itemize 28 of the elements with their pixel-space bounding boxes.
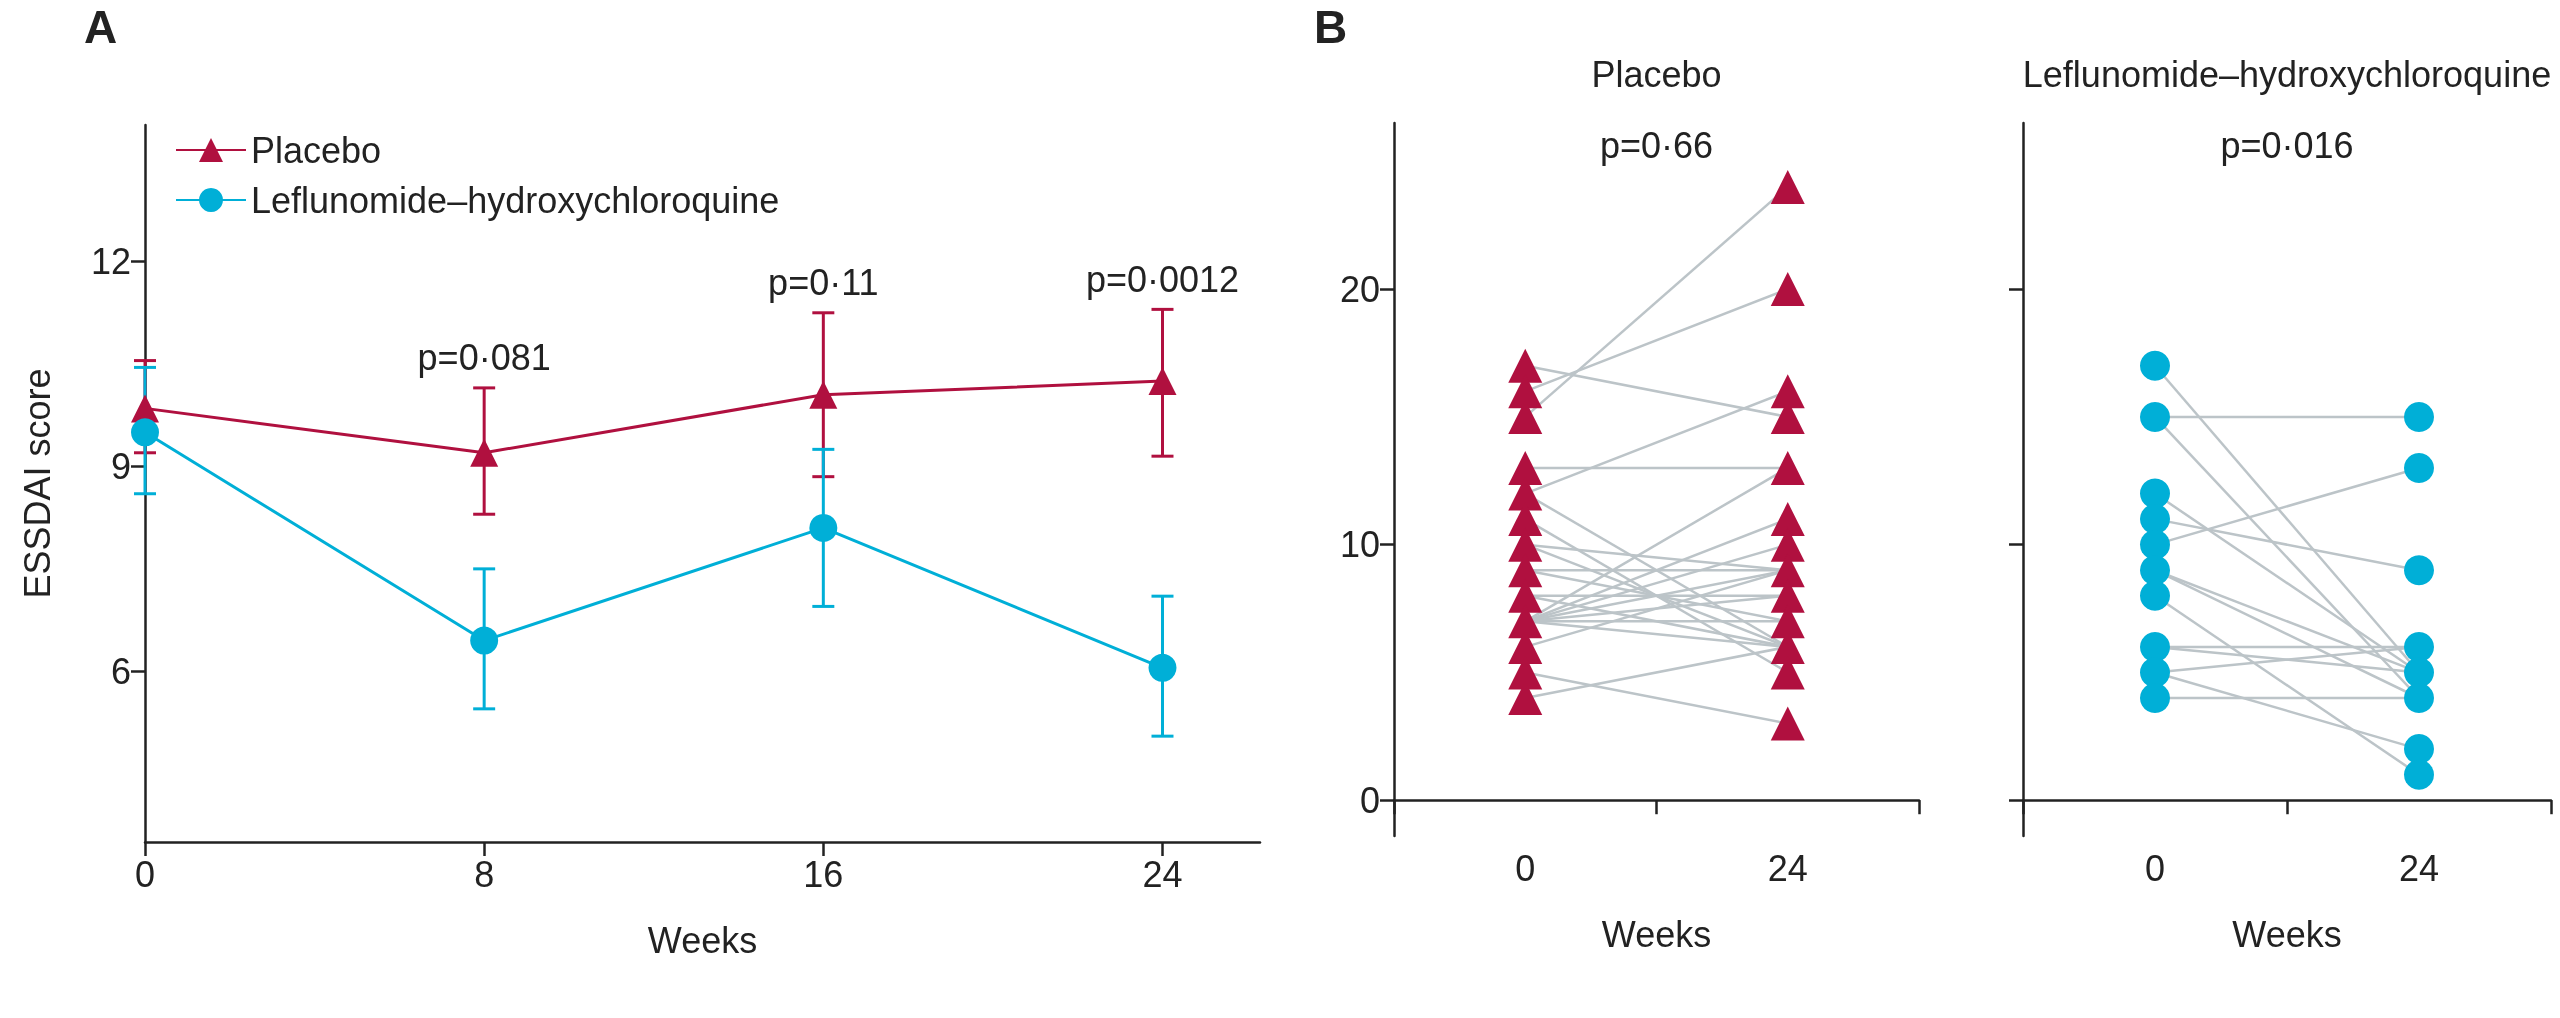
x-tick-label: 24 bbox=[2398, 847, 2440, 889]
x-axis-title: Weeks bbox=[2232, 913, 2342, 955]
annotation: p=0·0012 bbox=[1085, 258, 1240, 300]
x-tick-label: 0 bbox=[1515, 847, 1536, 889]
x-axis-title: Weeks bbox=[1601, 913, 1712, 955]
annotation: p=0·11 bbox=[768, 262, 879, 304]
y-axis-title: ESSDAI score bbox=[16, 368, 58, 599]
y-tick-label: 10 bbox=[1339, 524, 1380, 566]
y-tick-label: 12 bbox=[90, 241, 131, 283]
y-tick-label: 20 bbox=[1339, 268, 1380, 310]
y-tick-label: 9 bbox=[110, 445, 131, 487]
x-tick-label: 24 bbox=[1142, 853, 1183, 895]
chart-title: B bbox=[1314, 1, 1348, 53]
chart-title: A bbox=[84, 1, 118, 53]
x-axis-title: Weeks bbox=[647, 919, 758, 961]
chart-subtitle: Placebo bbox=[1591, 53, 1722, 95]
annotation: p=0·081 bbox=[417, 337, 551, 379]
y-tick-label: 0 bbox=[1359, 779, 1380, 821]
annotation: p=0·66 bbox=[1599, 124, 1714, 166]
x-tick-label: 8 bbox=[474, 853, 495, 895]
chart-subtitle: Leflunomide–hydroxychloroquine bbox=[2022, 53, 2552, 95]
legend-label: Placebo bbox=[251, 129, 382, 171]
x-tick-label: 24 bbox=[1767, 847, 1808, 889]
annotation: p=0·016 bbox=[2220, 124, 2354, 166]
x-tick-label: 16 bbox=[803, 853, 844, 895]
legend-label: Leflunomide–hydroxychloroquine bbox=[251, 179, 780, 221]
y-tick-label: 6 bbox=[110, 650, 131, 692]
x-tick-label: 0 bbox=[2144, 847, 2166, 889]
